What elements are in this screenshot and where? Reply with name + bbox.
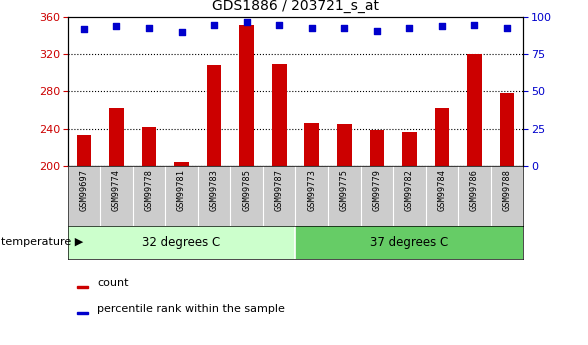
Bar xyxy=(76,286,88,288)
Text: GSM99778: GSM99778 xyxy=(145,169,153,210)
Text: GSM99773: GSM99773 xyxy=(308,169,316,210)
Text: GSM99783: GSM99783 xyxy=(209,169,219,210)
Text: temperature ▶: temperature ▶ xyxy=(1,237,83,247)
Point xyxy=(405,25,414,30)
Point xyxy=(209,22,219,28)
Point xyxy=(307,25,316,30)
Text: count: count xyxy=(97,278,129,288)
Point xyxy=(340,25,349,30)
Bar xyxy=(207,65,222,345)
Bar xyxy=(76,135,91,345)
Text: 37 degrees C: 37 degrees C xyxy=(370,236,449,249)
Bar xyxy=(500,93,514,345)
Point xyxy=(372,28,382,33)
Point xyxy=(437,23,447,29)
Bar xyxy=(272,63,286,345)
Text: GSM99785: GSM99785 xyxy=(242,169,251,210)
Bar xyxy=(305,123,319,345)
Text: GSM99786: GSM99786 xyxy=(470,169,479,210)
Point xyxy=(275,22,284,28)
Point xyxy=(112,23,121,29)
Bar xyxy=(337,124,352,345)
Point xyxy=(502,25,512,30)
Bar xyxy=(369,130,384,345)
Text: GSM99697: GSM99697 xyxy=(79,169,88,210)
Bar xyxy=(142,127,156,345)
Text: GSM99774: GSM99774 xyxy=(112,169,121,210)
Point xyxy=(79,26,89,32)
Point xyxy=(470,22,479,28)
Point xyxy=(144,25,153,30)
Text: GSM99787: GSM99787 xyxy=(275,169,283,210)
Title: GDS1886 / 203721_s_at: GDS1886 / 203721_s_at xyxy=(212,0,379,13)
Bar xyxy=(109,108,123,345)
Text: 32 degrees C: 32 degrees C xyxy=(142,236,220,249)
Text: GSM99788: GSM99788 xyxy=(503,169,512,210)
Point xyxy=(177,29,186,35)
Bar xyxy=(239,25,254,345)
Text: GSM99782: GSM99782 xyxy=(405,169,414,210)
Bar xyxy=(435,108,449,345)
Text: GSM99779: GSM99779 xyxy=(372,169,382,210)
Bar xyxy=(402,132,417,345)
Text: percentile rank within the sample: percentile rank within the sample xyxy=(97,304,285,314)
Bar xyxy=(68,226,296,259)
Bar xyxy=(467,54,482,345)
Bar xyxy=(174,162,189,345)
Bar xyxy=(296,226,523,259)
Text: GSM99784: GSM99784 xyxy=(437,169,446,210)
Point xyxy=(242,19,251,24)
Bar xyxy=(76,312,88,314)
Text: GSM99781: GSM99781 xyxy=(177,169,186,210)
Text: GSM99775: GSM99775 xyxy=(340,169,349,210)
